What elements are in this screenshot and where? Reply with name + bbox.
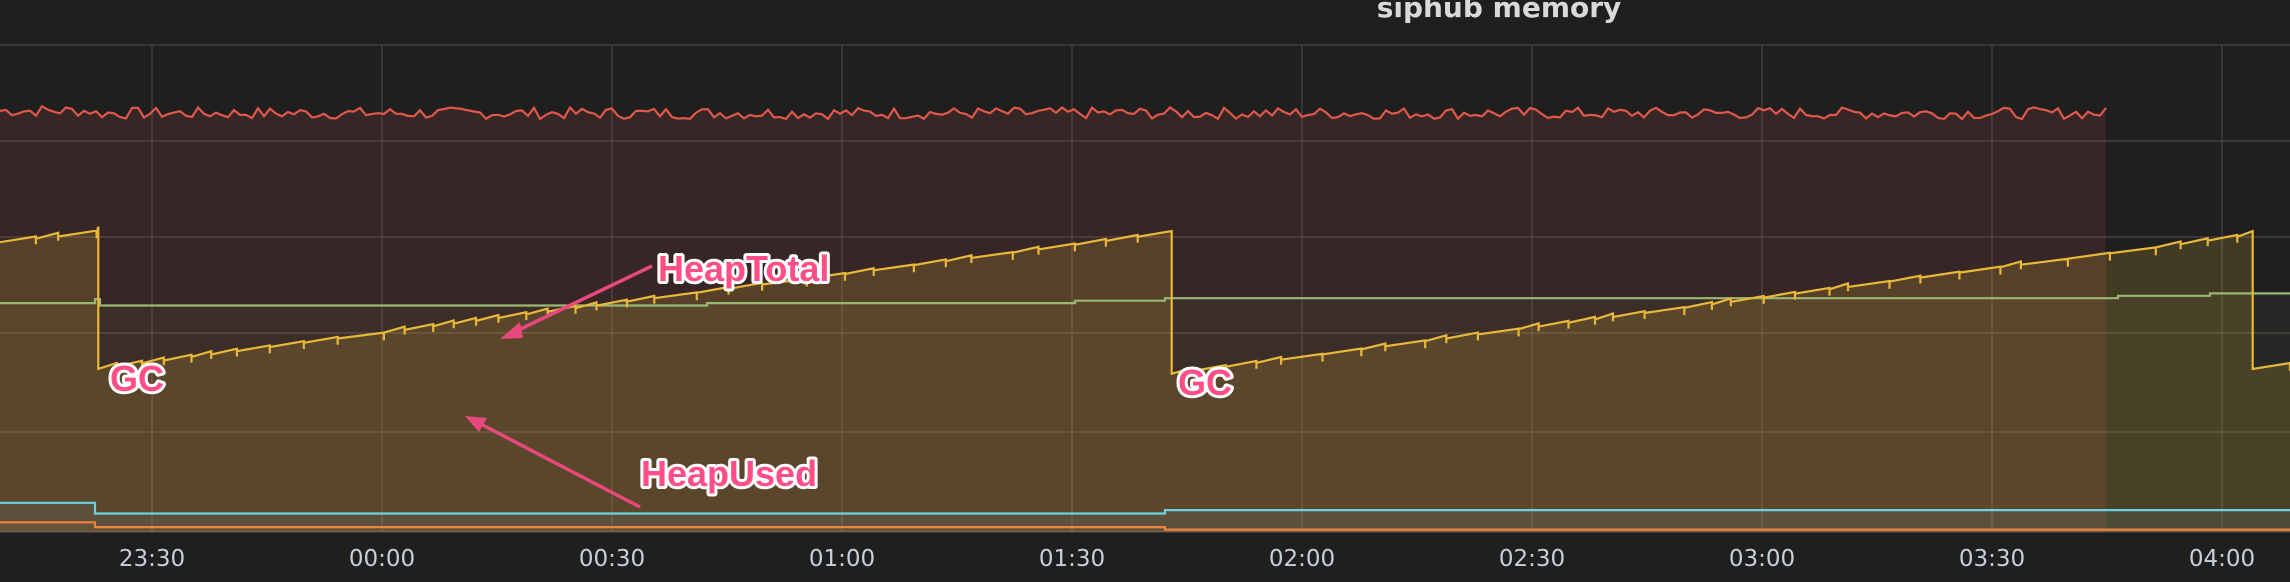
external-area: [0, 502, 2290, 532]
heaptotal-arrow-head: [500, 322, 523, 339]
x-tick-label: 03:00: [1729, 546, 1795, 572]
heap-total-area: [0, 106, 2106, 533]
heap-total-line: [0, 104, 2107, 121]
heapused-arrow-line: [472, 418, 641, 509]
gc-label: GC: [110, 358, 164, 399]
panel-title: siphub memory: [1376, 0, 1622, 24]
heaptotal-label: HeapTotal: [658, 248, 829, 289]
x-tick-label: 02:00: [1269, 546, 1335, 572]
x-tick-label: 01:30: [1039, 546, 1105, 572]
heapused-label: HeapUsed: [641, 453, 817, 494]
gc-label: GC: [1178, 362, 1232, 403]
x-tick-label: 23:30: [119, 546, 185, 572]
x-tick-label: 01:00: [809, 546, 875, 572]
x-tick-label: 02:30: [1499, 546, 1565, 572]
x-tick-label: 04:00: [2189, 546, 2255, 572]
rss-line: [0, 521, 2290, 531]
x-tick-label: 00:00: [349, 546, 415, 572]
external-line: [0, 501, 2290, 515]
heapused-arrow-head: [465, 416, 487, 432]
x-tick-label: 00:30: [579, 546, 645, 572]
x-tick-label: 03:30: [1959, 546, 2025, 572]
heap-used-line: [0, 226, 2290, 376]
heaptotal-arrow-line: [507, 264, 653, 337]
